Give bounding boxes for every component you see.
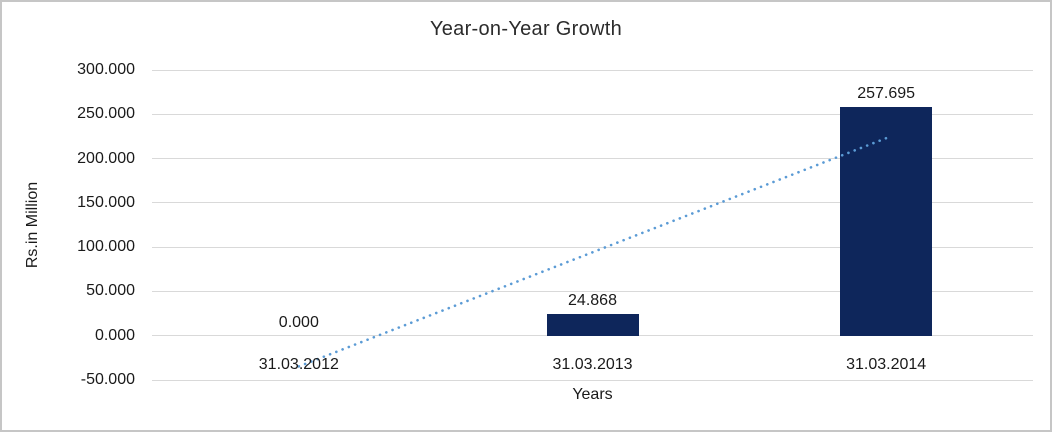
x-axis-title: Years <box>572 386 613 403</box>
gridline <box>152 69 1033 71</box>
x-axis-tick-label: 31.03.2013 <box>552 355 633 373</box>
y-axis-tick-label: 300.000 <box>77 61 135 78</box>
y-axis-tick-label: 0.000 <box>94 326 135 344</box>
gridline <box>152 113 1033 115</box>
bar <box>840 107 933 336</box>
gridline <box>152 379 1033 381</box>
bar-value-label: 24.868 <box>568 291 617 309</box>
bar <box>546 313 639 336</box>
y-axis-tick-label: 150.000 <box>77 193 135 211</box>
y-axis-tick-label: 250.000 <box>77 105 135 123</box>
x-axis-tick-label: 31.03.2012 <box>258 355 339 373</box>
x-axis-tick-label: 31.03.2014 <box>846 355 927 373</box>
y-axis-tick-label: 200.000 <box>77 149 135 167</box>
bar-value-label: 0.000 <box>278 313 319 331</box>
y-axis-tick-label: -50.000 <box>80 371 135 388</box>
y-axis-tick-label: 100.000 <box>77 238 135 256</box>
y-axis-tick-label: 50.000 <box>86 282 135 300</box>
chart-title: Year-on-Year Growth <box>429 18 623 40</box>
bar-value-label: 257.695 <box>857 85 916 103</box>
